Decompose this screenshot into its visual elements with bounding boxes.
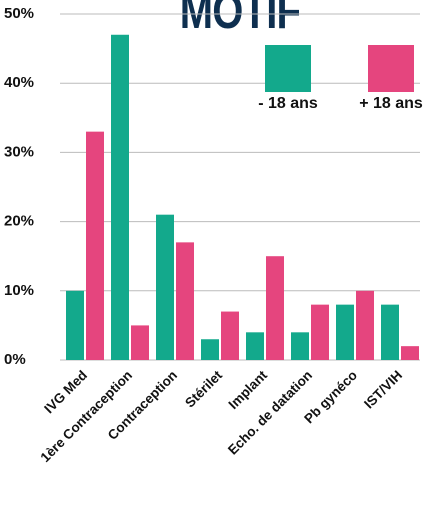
bar <box>381 304 399 360</box>
y-tick-label: 10% <box>4 282 34 299</box>
legend-swatch <box>368 45 414 92</box>
bar <box>266 256 284 360</box>
bar <box>356 290 374 360</box>
y-tick-label: 30% <box>4 143 34 160</box>
legend-label: + 18 ans <box>359 95 423 112</box>
bar <box>311 304 329 360</box>
x-tick-label: Stérilet <box>182 367 225 410</box>
bar <box>86 131 104 360</box>
bar <box>201 339 219 360</box>
bar <box>156 214 174 360</box>
chart-title: MOTIF <box>180 0 300 39</box>
legend-swatch <box>265 45 311 92</box>
bar <box>401 346 419 360</box>
bar <box>246 332 264 360</box>
y-tick-label: 20% <box>4 213 34 230</box>
x-tick-label: Implant <box>226 367 271 412</box>
bar <box>131 325 149 360</box>
y-tick-label: 40% <box>4 74 34 91</box>
bar <box>111 34 129 360</box>
bar <box>221 311 239 360</box>
bar <box>291 332 309 360</box>
legend-label: - 18 ans <box>258 95 318 112</box>
bar <box>66 290 84 360</box>
y-tick-label: 50% <box>4 5 34 22</box>
x-tick-label: IST/VIH <box>361 368 405 412</box>
x-tick-label: Echo. de datation <box>225 368 315 458</box>
y-tick-label: 0% <box>4 351 26 368</box>
bar <box>336 304 354 360</box>
bar <box>176 242 194 360</box>
